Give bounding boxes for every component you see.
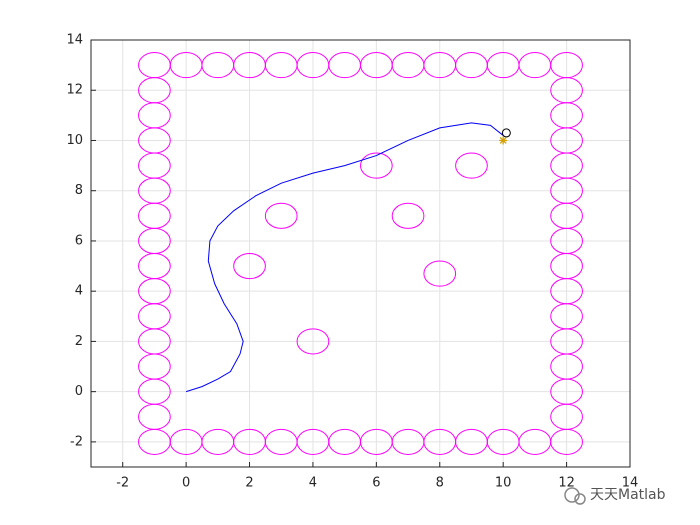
obstacle — [423, 260, 457, 287]
y-tick-label: -2 — [70, 434, 83, 449]
star-stroke — [499, 137, 507, 144]
y-tick-label: 12 — [66, 83, 83, 98]
obstacle — [360, 152, 393, 179]
path-line — [185, 122, 504, 393]
obstacle — [264, 202, 298, 229]
x-tick-label: 4 — [309, 476, 317, 491]
y-tick-label: 10 — [66, 133, 83, 148]
x-tick-label: -2 — [116, 476, 129, 491]
obstacle — [296, 328, 330, 355]
obstacle — [233, 253, 266, 280]
watermark-icon — [564, 487, 586, 505]
x-tick-label: 0 — [182, 476, 190, 491]
watermark: 天天Matlab — [590, 487, 666, 503]
obstacle — [391, 202, 425, 229]
x-tick-label: 14 — [622, 476, 639, 491]
y-tick-label: 2 — [75, 334, 83, 349]
obstacle — [550, 77, 583, 104]
y-tick-label: 14 — [66, 33, 83, 48]
x-tick-label: 6 — [372, 476, 380, 491]
y-tick-label: 4 — [75, 284, 83, 299]
axes-frame — [90, 39, 631, 468]
x-tick-label: 10 — [495, 476, 512, 491]
y-tick-label: 0 — [75, 384, 83, 399]
obstacle — [138, 77, 171, 104]
x-tick-label: 2 — [245, 476, 253, 491]
obstacle — [455, 152, 488, 179]
x-tick-label: 12 — [558, 476, 575, 491]
y-tick-label: 8 — [75, 183, 83, 198]
y-tick-label: 6 — [75, 233, 83, 248]
position-marker — [501, 128, 511, 138]
x-tick-label: 8 — [436, 476, 444, 491]
goal-marker — [499, 136, 508, 145]
